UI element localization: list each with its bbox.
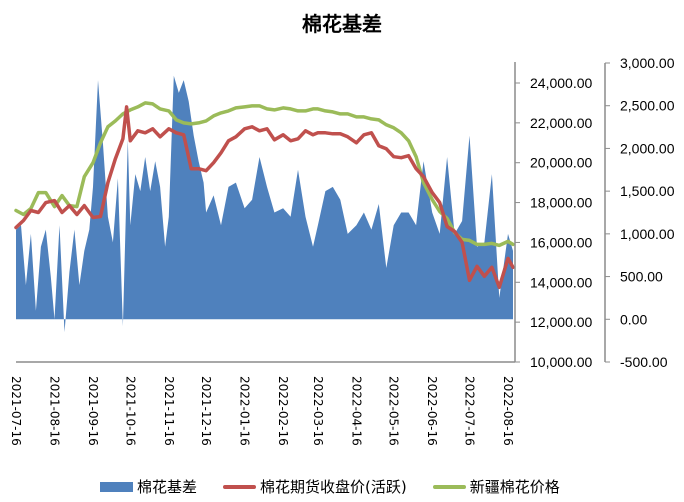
svg-text:3,000.00: 3,000.00: [620, 55, 675, 71]
svg-text:18,000.00: 18,000.00: [530, 195, 592, 211]
legend-item-basis: 棉花基差: [100, 476, 197, 497]
svg-text:-500.00: -500.00: [620, 354, 668, 370]
svg-text:2021-11-16: 2021-11-16: [162, 376, 176, 446]
legend-item-xinjiang: 新疆棉花价格: [432, 476, 560, 497]
svg-text:2021-12-16: 2021-12-16: [199, 376, 213, 446]
svg-text:24,000.00: 24,000.00: [530, 75, 592, 91]
svg-text:10,000.00: 10,000.00: [530, 354, 592, 370]
legend-label: 棉花基差: [137, 478, 198, 496]
svg-text:2022-02-16: 2022-02-16: [276, 376, 290, 446]
chart-axes: 24,000.00 22,000.00 20,000.00 18,000.00 16,0…: [9, 55, 675, 446]
svg-text:2021-09-16: 2021-09-16: [86, 376, 100, 446]
svg-text:2022-06-16: 2022-06-16: [425, 376, 439, 446]
price-line-series: [14, 101, 515, 290]
svg-text:2021-07-16: 2021-07-16: [9, 376, 23, 446]
svg-text:12,000.00: 12,000.00: [530, 314, 592, 330]
chart-legend: 棉花基差 棉花期货收盘价(活跃) 新疆棉花价格: [100, 476, 586, 497]
svg-text:2022-01-16: 2022-01-16: [238, 376, 252, 446]
svg-text:2021-10-16: 2021-10-16: [123, 376, 137, 446]
svg-text:0.00: 0.00: [620, 311, 647, 327]
svg-text:2022-08-16: 2022-08-16: [501, 376, 515, 446]
legend-label: 新疆棉花价格: [469, 478, 560, 496]
svg-text:2,500.00: 2,500.00: [620, 98, 675, 114]
svg-text:16,000.00: 16,000.00: [530, 234, 592, 250]
svg-text:500.00: 500.00: [620, 269, 663, 285]
svg-text:2022-05-16: 2022-05-16: [387, 376, 401, 446]
svg-text:20,000.00: 20,000.00: [530, 155, 592, 171]
svg-text:1,500.00: 1,500.00: [620, 183, 675, 199]
area-swatch-icon: [100, 481, 133, 492]
svg-text:1,000.00: 1,000.00: [620, 226, 675, 242]
line-swatch-icon: [432, 484, 466, 489]
svg-text:2022-03-16: 2022-03-16: [311, 376, 325, 446]
svg-text:2021-08-16: 2021-08-16: [48, 376, 62, 446]
svg-text:22,000.00: 22,000.00: [530, 115, 592, 131]
svg-text:2,000.00: 2,000.00: [620, 140, 675, 156]
legend-label: 棉花期货收盘价(活跃): [260, 478, 407, 496]
line-swatch-icon: [223, 484, 257, 489]
svg-text:2022-04-16: 2022-04-16: [349, 376, 363, 446]
basis-area-series: [16, 75, 513, 333]
legend-item-futures: 棉花期货收盘价(活跃): [223, 476, 407, 497]
svg-text:2022-07-16: 2022-07-16: [463, 376, 477, 446]
chart-title: 棉花基差: [302, 12, 382, 36]
svg-text:14,000.00: 14,000.00: [530, 274, 592, 290]
